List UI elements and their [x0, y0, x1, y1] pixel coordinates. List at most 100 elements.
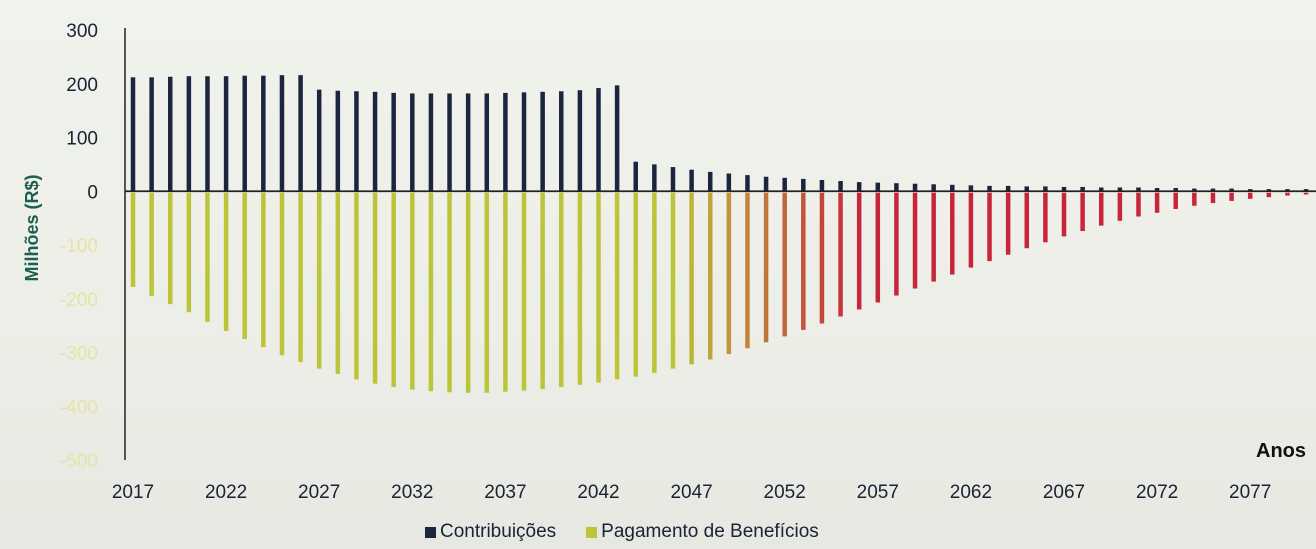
- bar-contribuicoes: [614, 85, 620, 192]
- bar-beneficios: [707, 192, 713, 360]
- bar-contribuicoes: [1098, 187, 1104, 192]
- bar-contribuicoes: [1061, 186, 1067, 192]
- bar-contribuicoes: [707, 171, 713, 192]
- bar-contribuicoes: [875, 182, 881, 192]
- bar-contribuicoes: [521, 92, 527, 192]
- bar-contribuicoes: [372, 91, 378, 192]
- bar-contribuicoes: [1303, 189, 1309, 192]
- bar-beneficios: [1005, 192, 1011, 255]
- bar-beneficios: [279, 192, 285, 356]
- bar-beneficios: [242, 192, 247, 340]
- legend-swatch-beneficios: [586, 526, 598, 538]
- x-tick-label: 2042: [577, 482, 619, 503]
- bar-beneficios: [968, 192, 974, 268]
- x-tick-label: 2017: [112, 482, 154, 503]
- bar-contribuicoes: [633, 161, 638, 192]
- bar-contribuicoes: [540, 91, 545, 192]
- bar-beneficios: [894, 192, 899, 296]
- bar-contribuicoes: [763, 176, 769, 192]
- bar-beneficios: [465, 192, 471, 393]
- bar-contribuicoes: [279, 75, 285, 192]
- bar-contribuicoes: [1173, 188, 1178, 192]
- bar-contribuicoes: [856, 182, 862, 192]
- bar-contribuicoes: [819, 179, 825, 192]
- y-tick-label: -500: [60, 451, 98, 472]
- bar-contribuicoes: [484, 93, 490, 192]
- bar-beneficios: [875, 192, 881, 303]
- bar-contribuicoes: [1136, 187, 1141, 192]
- bar-contribuicoes: [577, 90, 583, 192]
- x-axis-unit-label: Anos: [1256, 440, 1306, 462]
- bar-contribuicoes: [912, 183, 918, 192]
- bar-contribuicoes: [447, 93, 452, 192]
- bar-contribuicoes: [950, 184, 955, 192]
- bar-contribuicoes: [652, 164, 657, 192]
- bar-beneficios: [763, 192, 769, 343]
- bar-contribuicoes: [410, 93, 415, 192]
- x-tick-label: 2027: [298, 482, 340, 503]
- bar-beneficios: [372, 192, 378, 384]
- y-tick-label: 300: [66, 21, 98, 42]
- bar-contribuicoes: [931, 184, 936, 192]
- y-tick-label: -300: [60, 344, 98, 365]
- bar-contribuicoes: [1024, 186, 1030, 192]
- bar-contribuicoes: [503, 92, 508, 192]
- bar-beneficios: [1043, 192, 1048, 243]
- chart-axes: [124, 28, 1316, 460]
- bar-beneficios: [484, 192, 490, 393]
- bar-beneficios: [1154, 192, 1160, 213]
- y-tick-label: 100: [66, 129, 98, 150]
- bar-beneficios: [1117, 192, 1123, 221]
- x-tick-label: 2057: [857, 482, 899, 503]
- bar-beneficios: [205, 192, 210, 322]
- legend-item-beneficios: Pagamento de Benefícios: [586, 521, 819, 543]
- bar-contribuicoes: [894, 183, 899, 192]
- chart-labels: 300 200 100 0 -100 -200 -300 -400 -500 2017 2022 20…: [60, 21, 1271, 503]
- bar-beneficios: [503, 192, 508, 392]
- bar-beneficios: [856, 192, 862, 310]
- bar-contribuicoes: [1080, 186, 1085, 192]
- bar-beneficios: [149, 192, 154, 297]
- bar-contribuicoes: [261, 75, 266, 192]
- bar-beneficios: [838, 192, 843, 317]
- bar-beneficios: [354, 192, 359, 380]
- chart-bars: [130, 75, 1309, 393]
- bar-contribuicoes: [465, 93, 471, 192]
- bar-beneficios: [987, 192, 992, 262]
- x-tick-label: 2067: [1043, 482, 1085, 503]
- bar-beneficios: [521, 192, 527, 391]
- bar-beneficios: [298, 192, 303, 363]
- x-tick-label: 2032: [391, 482, 433, 503]
- x-tick-label: 2047: [670, 482, 712, 503]
- x-tick-label: 2022: [205, 482, 247, 503]
- bar-contribuicoes: [987, 185, 992, 192]
- bar-contribuicoes: [559, 91, 564, 192]
- bar-beneficios: [316, 192, 322, 369]
- bar-beneficios: [335, 192, 341, 374]
- y-axis-label: Milhões (R$): [22, 174, 42, 281]
- bar-contribuicoes: [670, 167, 676, 192]
- bar-beneficios: [261, 192, 266, 348]
- y-tick-label: 0: [87, 182, 98, 203]
- bar-contribuicoes: [1043, 186, 1048, 192]
- bar-contribuicoes: [167, 76, 173, 192]
- bar-contribuicoes: [354, 91, 359, 192]
- bar-contribuicoes: [1285, 189, 1290, 192]
- bar-contribuicoes: [1266, 189, 1272, 192]
- x-tick-label: 2052: [764, 482, 806, 503]
- bar-contribuicoes: [428, 93, 434, 192]
- bar-contribuicoes: [1154, 188, 1160, 192]
- bar-beneficios: [1024, 192, 1030, 249]
- bar-beneficios: [428, 192, 434, 392]
- bar-beneficios: [596, 192, 601, 383]
- bar-beneficios: [1285, 192, 1290, 196]
- legend-swatch-contribuicoes: [425, 526, 436, 538]
- bar-beneficios: [1098, 192, 1104, 226]
- y-tick-label: -200: [60, 290, 98, 311]
- bar-beneficios: [726, 192, 732, 355]
- bar-beneficios: [782, 192, 787, 337]
- bar-contribuicoes: [242, 75, 247, 192]
- legend-label-contribuicoes: Contribuições: [440, 521, 557, 542]
- bar-contribuicoes: [1210, 188, 1216, 192]
